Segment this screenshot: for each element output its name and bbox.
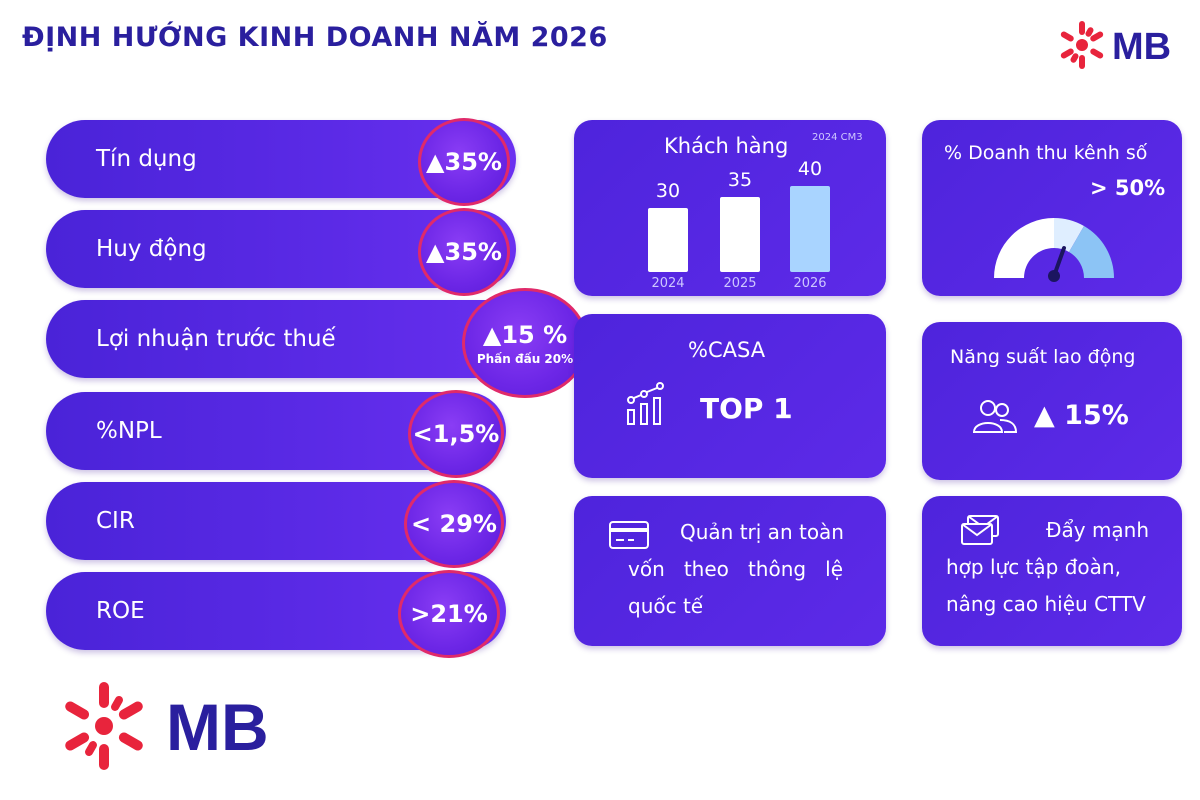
productivity-card: Năng suất lao động ▲ 15%: [922, 322, 1182, 480]
synergy-line-2: hợp lực tập đoàn,: [946, 555, 1121, 579]
svg-text:MB: MB: [166, 690, 269, 764]
customers-bar-value: 35: [727, 168, 753, 191]
target-label: ROE: [96, 598, 145, 624]
users-icon: [972, 400, 1018, 433]
capital-card: Quản trị an toàn vốn theo thông lệ quốc …: [574, 496, 886, 646]
synergy-card: Đẩy mạnh hợp lực tập đoàn, nâng cao hiệu…: [922, 496, 1182, 646]
synergy-line-1: Đẩy mạnh: [1046, 518, 1150, 542]
mail-icon: [961, 515, 999, 545]
casa-card: %CASA TOP 1: [574, 314, 886, 478]
customers-bar: [790, 186, 830, 272]
target-row-profit: Lợi nhuận trước thuế: [46, 300, 546, 378]
target-value-badge: >21%: [398, 570, 500, 658]
gauge-icon: [994, 217, 1114, 282]
target-label: %NPL: [96, 418, 162, 444]
target-label: Lợi nhuận trước thuế: [96, 326, 336, 352]
customers-bar: [720, 196, 760, 272]
svg-text:MB: MB: [1112, 26, 1171, 68]
digital-revenue-title: % Doanh thu kênh số: [944, 142, 1148, 164]
customers-card: Khách hàng 2024 CM3 30 2024 35 2025 40 2026: [574, 120, 886, 296]
card-icon: [609, 521, 649, 549]
capital-line-3: quốc tế: [628, 594, 704, 618]
target-note: Phấn đấu 20%: [476, 351, 574, 366]
customers-bar-year: 2026: [793, 276, 827, 291]
productivity-value: ▲ 15%: [1034, 400, 1129, 431]
target-label: Tín dụng: [96, 146, 197, 172]
target-label: CIR: [96, 508, 135, 534]
target-value-badge: ▲35%: [418, 118, 510, 206]
mb-logo-large: MB: [65, 682, 269, 770]
target-value-badge: ▲15 % Phấn đấu 20%: [462, 288, 588, 398]
target-value-badge: < 29%: [404, 480, 504, 568]
mb-logo: MB: [1060, 21, 1171, 69]
synergy-line-3: nâng cao hiệu CTTV: [946, 592, 1146, 616]
casa-value: TOP 1: [700, 392, 793, 425]
capital-line-1: Quản trị an toàn: [680, 520, 844, 544]
productivity-title: Năng suất lao động: [950, 346, 1136, 368]
customers-bar-year: 2025: [723, 276, 757, 291]
customers-bar-value: 30: [655, 179, 681, 202]
target-value-badge: <1,5%: [408, 390, 504, 478]
casa-title: %CASA: [688, 338, 766, 362]
customers-title: Khách hàng: [664, 134, 789, 158]
page-title: ĐỊNH HƯỚNG KINH DOANH NĂM 2026: [22, 22, 608, 53]
customers-bar-value: 40: [797, 158, 823, 180]
customers-bar: [648, 207, 688, 272]
customers-unit: 2024 CM3: [812, 132, 863, 143]
digital-revenue-value: > 50%: [1090, 176, 1166, 200]
growth-chart-icon: [627, 382, 664, 425]
target-value-badge: ▲35%: [418, 208, 510, 296]
digital-revenue-card: % Doanh thu kênh số > 50%: [922, 120, 1182, 296]
target-label: Huy động: [96, 236, 207, 262]
customers-bar-year: 2024: [651, 276, 685, 291]
capital-line-2: vốn theo thông lệ: [628, 557, 844, 581]
